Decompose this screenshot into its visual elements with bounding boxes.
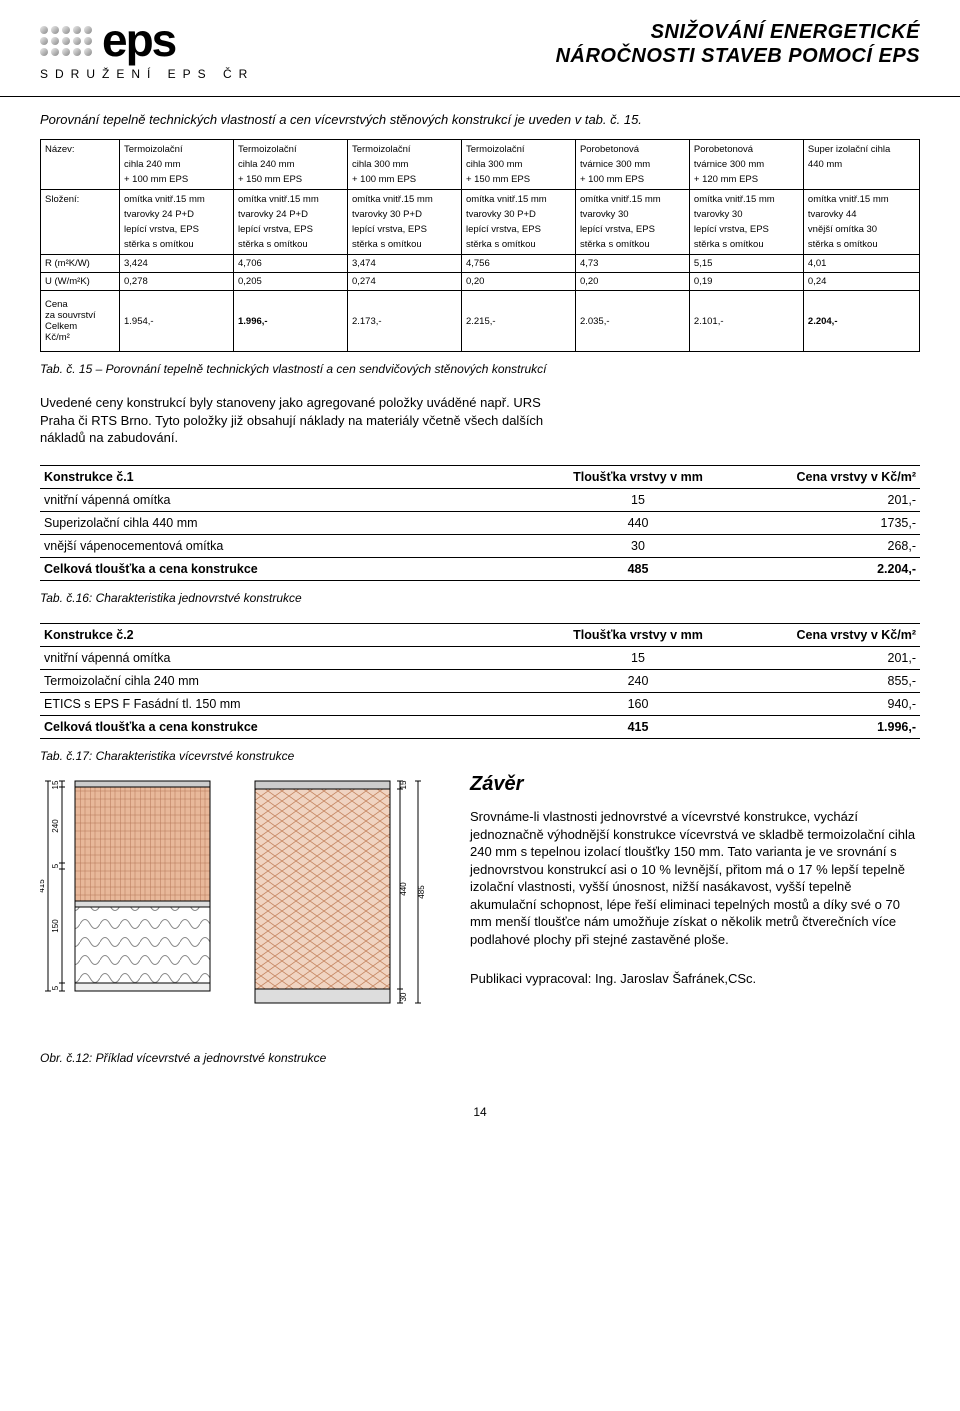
svg-text:30: 30 bbox=[399, 992, 408, 1001]
table-construction-2: Konstrukce č.2Tloušťka vrstvy v mmCena v… bbox=[40, 623, 920, 739]
zaver-title: Závěr bbox=[470, 771, 920, 798]
zaver-paragraph: Srovnáme-li vlastnosti jednovrstvé a víc… bbox=[470, 808, 920, 948]
page-number: 14 bbox=[40, 1105, 920, 1119]
comparison-table: Název:TermoizolačníTermoizolačníTermoizo… bbox=[40, 139, 920, 352]
svg-text:150: 150 bbox=[51, 919, 60, 933]
svg-text:415: 415 bbox=[40, 879, 46, 893]
logo-text: eps bbox=[102, 20, 175, 61]
svg-text:485: 485 bbox=[417, 885, 426, 899]
svg-text:5: 5 bbox=[51, 985, 60, 990]
diagram-left: 415 15 240 5 150 5 bbox=[40, 771, 220, 1001]
author-line: Publikaci vypracoval: Ing. Jaroslav Šafr… bbox=[470, 970, 920, 988]
title-line-2: NÁROČNOSTI STAVEB POMOCÍ EPS bbox=[556, 44, 920, 68]
logo-dots-icon bbox=[40, 26, 92, 56]
svg-text:440: 440 bbox=[399, 882, 408, 896]
svg-text:5: 5 bbox=[51, 863, 60, 868]
logo: eps SDRUŽENÍ EPS ČR bbox=[40, 20, 254, 81]
obr-caption: Obr. č.12: Příklad vícevrstvé a jednovrs… bbox=[40, 1051, 920, 1065]
svg-text:15: 15 bbox=[51, 780, 60, 789]
intro-text: Porovnání tepelně technických vlastností… bbox=[40, 112, 920, 127]
body-paragraph: Uvedené ceny konstrukcí byly stanoveny j… bbox=[40, 394, 560, 447]
tab17-caption: Tab. č.17: Charakteristika vícevrstvé ko… bbox=[40, 749, 920, 763]
page-title: SNIŽOVÁNÍ ENERGETICKÉ NÁROČNOSTI STAVEB … bbox=[556, 20, 920, 68]
svg-text:15: 15 bbox=[399, 780, 408, 789]
tab16-caption: Tab. č.16: Charakteristika jednovrstvé k… bbox=[40, 591, 920, 605]
table-construction-1: Konstrukce č.1Tloušťka vrstvy v mmCena v… bbox=[40, 465, 920, 581]
title-line-1: SNIŽOVÁNÍ ENERGETICKÉ bbox=[556, 20, 920, 44]
construction-diagrams: 415 15 240 5 150 5 bbox=[40, 771, 440, 1021]
svg-text:240: 240 bbox=[51, 819, 60, 833]
logo-subtitle: SDRUŽENÍ EPS ČR bbox=[40, 67, 254, 81]
tab15-caption: Tab. č. 15 – Porovnání tepelně technický… bbox=[40, 362, 920, 376]
diagram-right: 15 440 30 485 bbox=[240, 771, 430, 1021]
